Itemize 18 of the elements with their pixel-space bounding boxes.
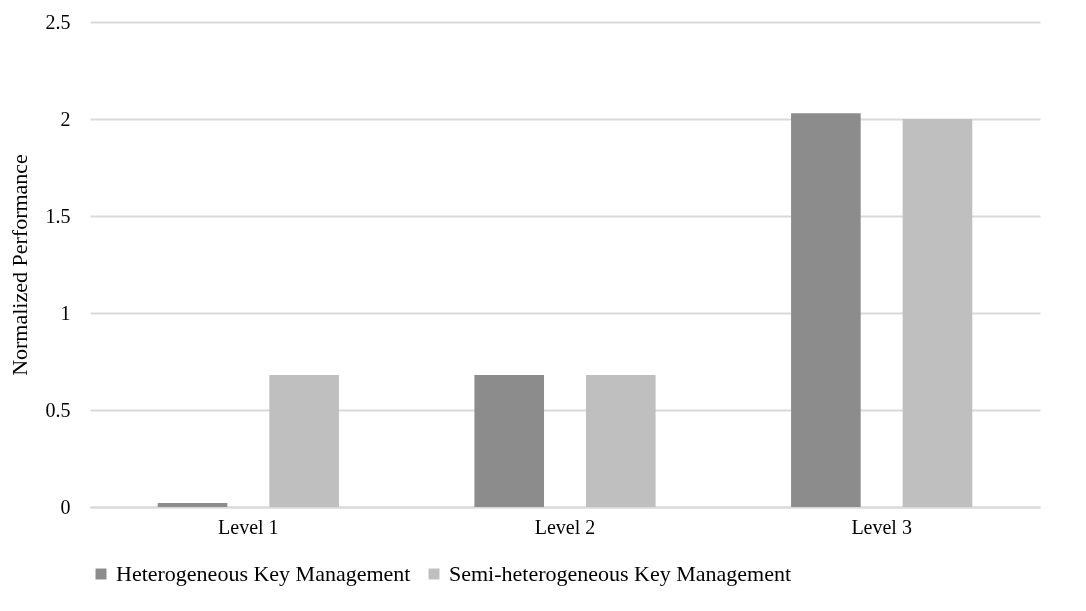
y-axis-title: Normalized Performance: [6, 154, 32, 376]
x-tick-label: Level 1: [218, 515, 279, 538]
bar: [791, 113, 861, 507]
legend-label: Semi-heterogeneous Key Management: [449, 561, 792, 586]
bar: [157, 503, 228, 507]
y-tick-label: 2: [60, 107, 71, 130]
bar: [585, 375, 656, 507]
y-tick-label: 0: [60, 495, 71, 518]
y-tick-label: 2.5: [45, 10, 71, 33]
x-tick-label: Level 2: [534, 515, 596, 538]
y-tick-label: 1.5: [45, 204, 71, 227]
bar: [902, 119, 973, 507]
legend-label: Heterogeneous Key Management: [116, 561, 411, 586]
y-tick-label: 0.5: [45, 398, 71, 421]
y-tick-label: 1: [60, 301, 71, 324]
x-tick-label: Level 3: [851, 515, 912, 538]
bar: [269, 375, 339, 507]
bar: [474, 375, 545, 507]
